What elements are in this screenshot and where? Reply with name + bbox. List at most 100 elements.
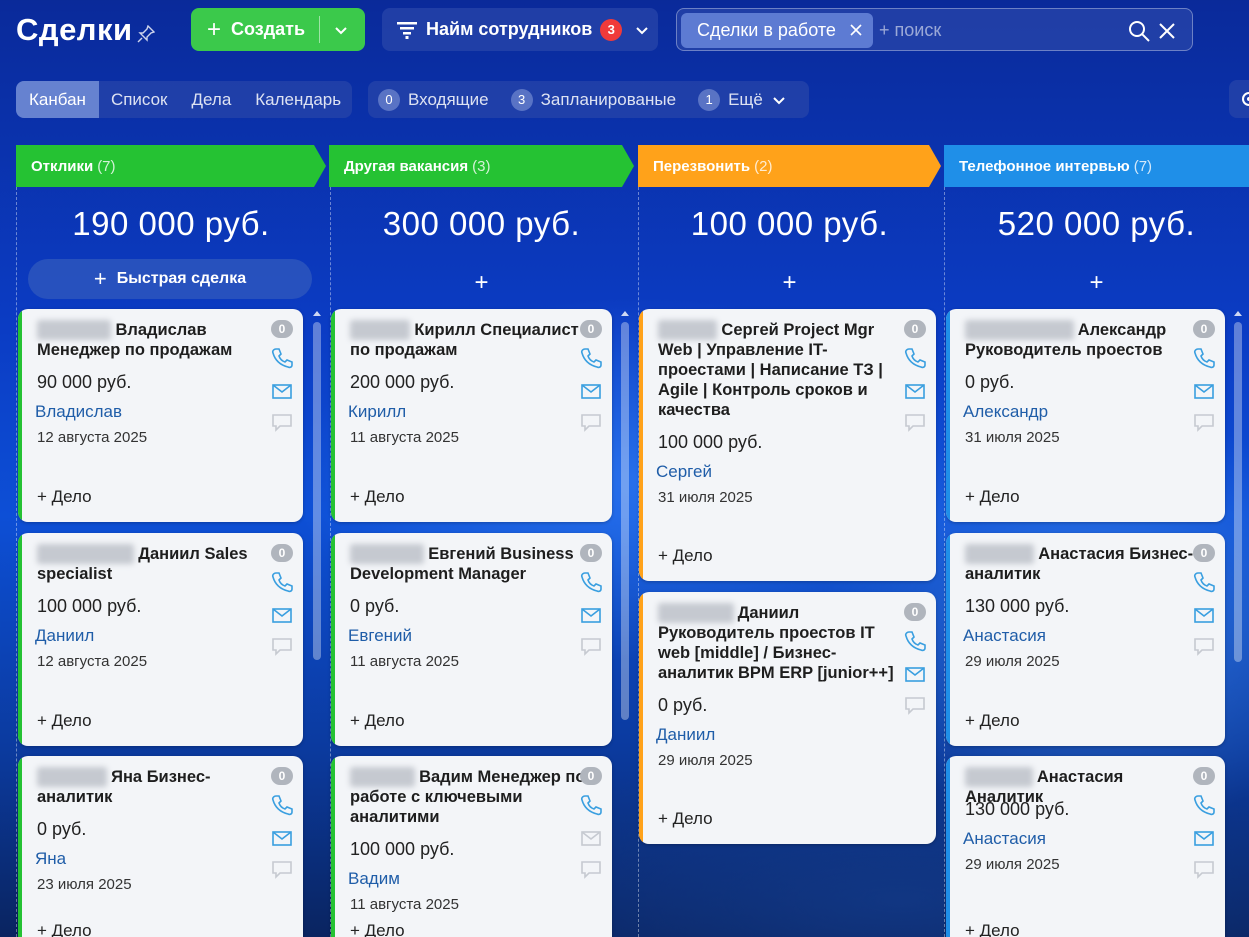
scrollbar[interactable] xyxy=(1234,322,1242,662)
counter-planned[interactable]: 3 Запланированые xyxy=(510,88,676,111)
add-task-link[interactable]: + Дело xyxy=(658,809,713,828)
deal-card[interactable]: РомашовДаниил Руководитель проестов IT w… xyxy=(639,592,936,844)
counter-incoming[interactable]: 0 Входящие xyxy=(378,88,489,111)
phone-icon[interactable] xyxy=(580,347,602,369)
contact-link[interactable]: Анастасия xyxy=(963,626,1046,645)
filter-chip[interactable]: Сделки в работе xyxy=(681,13,873,48)
stage-header[interactable]: Телефонное интервью (7) xyxy=(944,145,1249,187)
phone-icon[interactable] xyxy=(1193,794,1215,816)
mail-icon[interactable] xyxy=(1193,827,1215,849)
quick-deal-button[interactable]: + Быстрая сделка xyxy=(28,259,312,299)
clear-icon[interactable] xyxy=(1157,21,1177,41)
stage-header[interactable]: Другая вакансия (3) xyxy=(329,145,634,187)
settings-button[interactable] xyxy=(1229,80,1249,118)
scrollbar[interactable] xyxy=(621,322,629,720)
deal-title[interactable]: ИвановаЯна Бизнес-аналитик xyxy=(37,767,275,807)
add-task-link[interactable]: + Дело xyxy=(37,711,92,730)
scroll-up-arrow[interactable] xyxy=(313,311,321,316)
add-task-link[interactable]: + Дело xyxy=(965,487,1020,506)
view-tab-list[interactable]: Список xyxy=(110,89,168,109)
phone-icon[interactable] xyxy=(904,630,926,652)
contact-link[interactable]: Анастасия xyxy=(963,829,1046,848)
phone-icon[interactable] xyxy=(580,571,602,593)
mail-icon[interactable] xyxy=(580,604,602,626)
phone-icon[interactable] xyxy=(271,571,293,593)
contact-link[interactable]: Даниил xyxy=(35,626,95,645)
scroll-up-arrow[interactable] xyxy=(621,311,629,316)
phone-icon[interactable] xyxy=(1193,571,1215,593)
add-task-link[interactable]: + Дело xyxy=(350,711,405,730)
add-deal-button[interactable]: + xyxy=(1089,269,1104,296)
deal-title[interactable]: ГавринаАнастасия Аналитик xyxy=(965,767,1203,807)
deal-title[interactable]: РомашовДаниил Руководитель проестов IT w… xyxy=(658,603,896,683)
deal-title[interactable]: ДурневаАнастасия Бизнес-аналитик xyxy=(965,544,1203,584)
chat-icon[interactable] xyxy=(1193,635,1215,657)
deal-card[interactable]: МироновЕвгений Business Development Mana… xyxy=(331,533,612,746)
deal-card[interactable]: ВойтинКирилл Специалист по продажам 200 … xyxy=(331,309,612,522)
chat-icon[interactable] xyxy=(580,635,602,657)
deal-card[interactable]: ДурневаАнастасия Бизнес-аналитик 130 000… xyxy=(946,533,1225,746)
add-task-link[interactable]: + Дело xyxy=(965,921,1020,937)
phone-icon[interactable] xyxy=(271,347,293,369)
chevron-down-icon[interactable] xyxy=(333,22,349,38)
view-tab-kanban[interactable]: Канбан xyxy=(16,81,99,118)
chat-icon[interactable] xyxy=(1193,858,1215,880)
chat-icon[interactable] xyxy=(271,858,293,880)
pin-icon[interactable] xyxy=(137,25,155,43)
add-deal-button[interactable]: + xyxy=(474,269,489,296)
add-deal-button[interactable]: + xyxy=(782,269,797,296)
mail-icon[interactable] xyxy=(580,380,602,402)
deal-card[interactable]: ВенедиктовДаниил Sales specialist 100 00… xyxy=(18,533,303,746)
chat-icon[interactable] xyxy=(904,411,926,433)
add-task-link[interactable]: + Дело xyxy=(37,487,92,506)
mail-icon[interactable] xyxy=(271,827,293,849)
deal-title[interactable]: КупринСергей Project Mgr Web | Управлени… xyxy=(658,320,896,420)
chat-icon[interactable] xyxy=(580,858,602,880)
mail-icon[interactable] xyxy=(271,380,293,402)
view-tab-tasks[interactable]: Дела xyxy=(191,89,232,109)
contact-link[interactable]: Сергей xyxy=(656,462,712,481)
deal-title[interactable]: АлександровАлександр Руководитель проест… xyxy=(965,320,1203,360)
deal-title[interactable]: РыжковВадим Менеджер по работе с ключевы… xyxy=(350,767,588,827)
chat-icon[interactable] xyxy=(271,635,293,657)
scroll-up-arrow[interactable] xyxy=(1234,311,1242,316)
close-icon[interactable] xyxy=(847,21,865,39)
deal-card[interactable]: РыжаковВладислав Менеджер по продажам 90… xyxy=(18,309,303,522)
contact-link[interactable]: Евгений xyxy=(348,626,413,645)
contact-link[interactable]: Яна xyxy=(35,849,67,868)
counter-more[interactable]: 1 Ещё xyxy=(698,88,787,111)
deal-title[interactable]: ВенедиктовДаниил Sales specialist xyxy=(37,544,275,584)
stage-header[interactable]: Перезвонить (2) xyxy=(638,145,941,187)
deal-title[interactable]: МироновЕвгений Business Development Mana… xyxy=(350,544,588,584)
deal-card[interactable]: КупринСергей Project Mgr Web | Управлени… xyxy=(639,309,936,581)
phone-icon[interactable] xyxy=(1193,347,1215,369)
deal-card[interactable]: ГавринаАнастасия Аналитик 130 000 руб. А… xyxy=(946,756,1225,937)
add-task-link[interactable]: + Дело xyxy=(350,921,405,937)
create-button[interactable]: + Создать xyxy=(191,8,365,51)
contact-link[interactable]: Даниил xyxy=(656,725,716,744)
chat-icon[interactable] xyxy=(580,411,602,433)
add-task-link[interactable]: + Дело xyxy=(350,487,405,506)
chat-icon[interactable] xyxy=(1193,411,1215,433)
deal-card[interactable]: ИвановаЯна Бизнес-аналитик 0 руб. Яна 23… xyxy=(18,756,303,937)
contact-link[interactable]: Александр xyxy=(963,402,1049,421)
chat-icon[interactable] xyxy=(904,694,926,716)
add-task-link[interactable]: + Дело xyxy=(658,546,713,565)
mail-icon[interactable] xyxy=(904,663,926,685)
add-task-link[interactable]: + Дело xyxy=(965,711,1020,730)
search-input[interactable] xyxy=(879,15,1109,45)
search-icon[interactable] xyxy=(1127,19,1151,43)
stage-header[interactable]: Отклики (7) xyxy=(16,145,326,187)
contact-link[interactable]: Владислав xyxy=(35,402,123,421)
deal-card[interactable]: РыжковВадим Менеджер по работе с ключевы… xyxy=(331,756,612,937)
phone-icon[interactable] xyxy=(904,347,926,369)
mail-icon[interactable] xyxy=(904,380,926,402)
view-tab-calendar[interactable]: Календарь xyxy=(255,89,342,109)
deal-title[interactable]: РыжаковВладислав Менеджер по продажам xyxy=(37,320,275,360)
funnel-selector[interactable]: Найм сотрудников 3 xyxy=(382,8,658,51)
mail-icon[interactable] xyxy=(1193,604,1215,626)
deal-title[interactable]: ВойтинКирилл Специалист по продажам xyxy=(350,320,588,360)
phone-icon[interactable] xyxy=(580,794,602,816)
add-task-link[interactable]: + Дело xyxy=(37,921,92,937)
mail-icon[interactable] xyxy=(271,604,293,626)
